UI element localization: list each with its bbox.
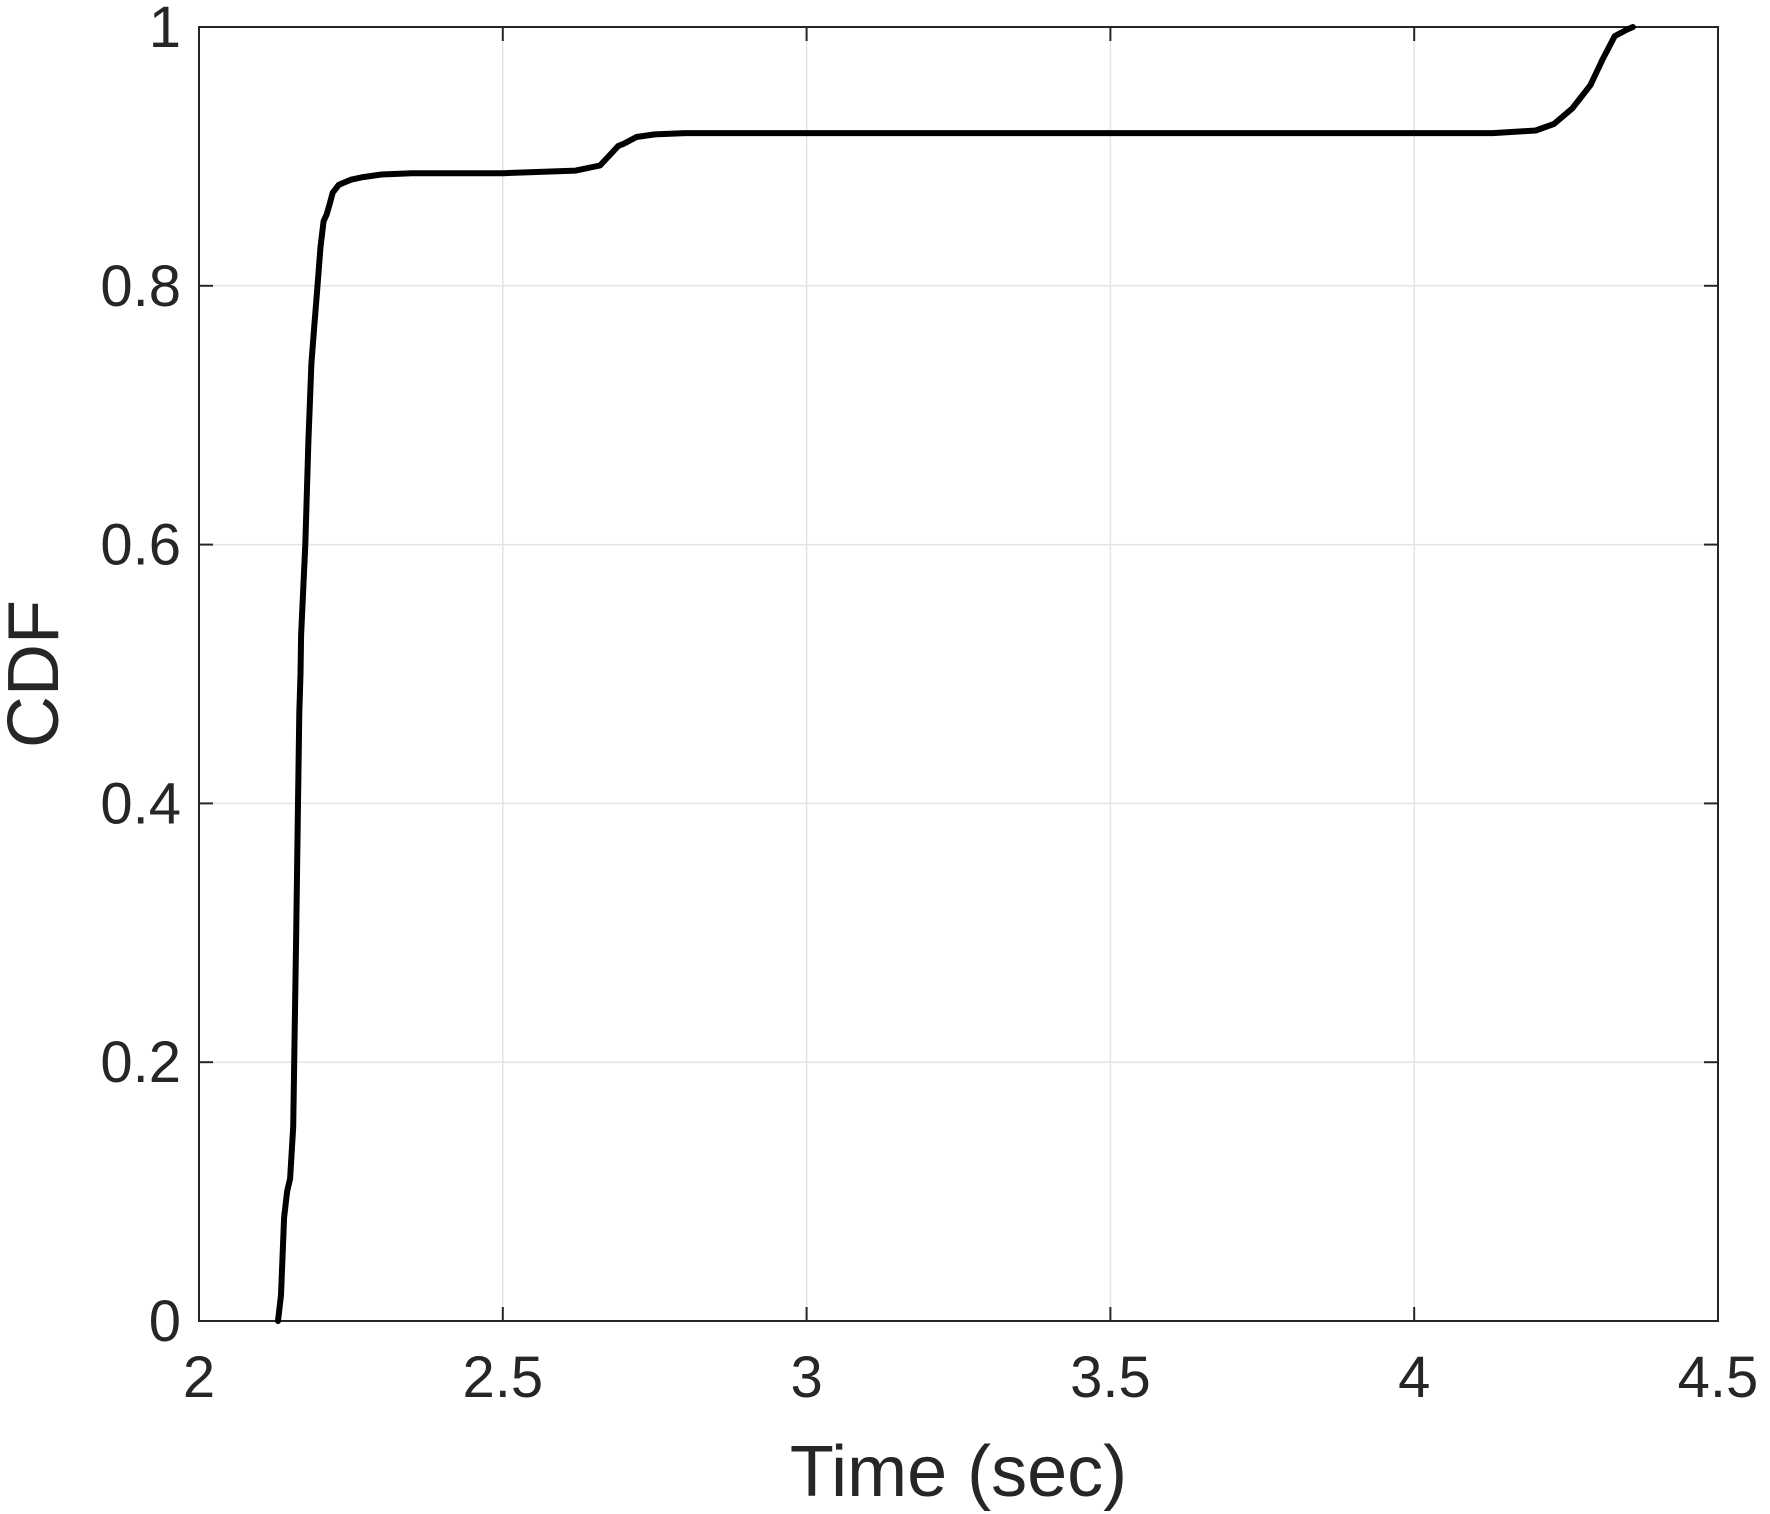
cdf-series-line bbox=[275, 24, 1636, 1324]
y-tick-label: 0.4 bbox=[100, 771, 181, 836]
x-tick-label: 3 bbox=[790, 1345, 822, 1410]
y-axis-label: CDF bbox=[0, 600, 74, 748]
grid-layer bbox=[199, 27, 1718, 1321]
x-tick-label: 4.5 bbox=[1678, 1345, 1759, 1410]
x-axis-label: Time (sec) bbox=[790, 1432, 1127, 1512]
plot-background bbox=[199, 27, 1718, 1321]
x-tick-label: 3.5 bbox=[1070, 1345, 1151, 1410]
y-tick-label: 0.2 bbox=[100, 1030, 181, 1095]
series-layer bbox=[275, 24, 1636, 1324]
y-tick-label: 0 bbox=[149, 1289, 181, 1354]
y-tick-label: 1 bbox=[149, 0, 181, 60]
x-tick-label: 4 bbox=[1398, 1345, 1430, 1410]
y-tick-label: 0.6 bbox=[100, 513, 181, 578]
y-tick-label: 0.8 bbox=[100, 254, 181, 319]
ticks-layer: 2 2.5 3 3.5 4 4.5 0 0.2 0.4 0.6 0.8 1 bbox=[100, 0, 1758, 1410]
x-tick-label: 2 bbox=[183, 1345, 215, 1410]
x-tick-label: 2.5 bbox=[462, 1345, 543, 1410]
plot-frame bbox=[198, 26, 1719, 1322]
